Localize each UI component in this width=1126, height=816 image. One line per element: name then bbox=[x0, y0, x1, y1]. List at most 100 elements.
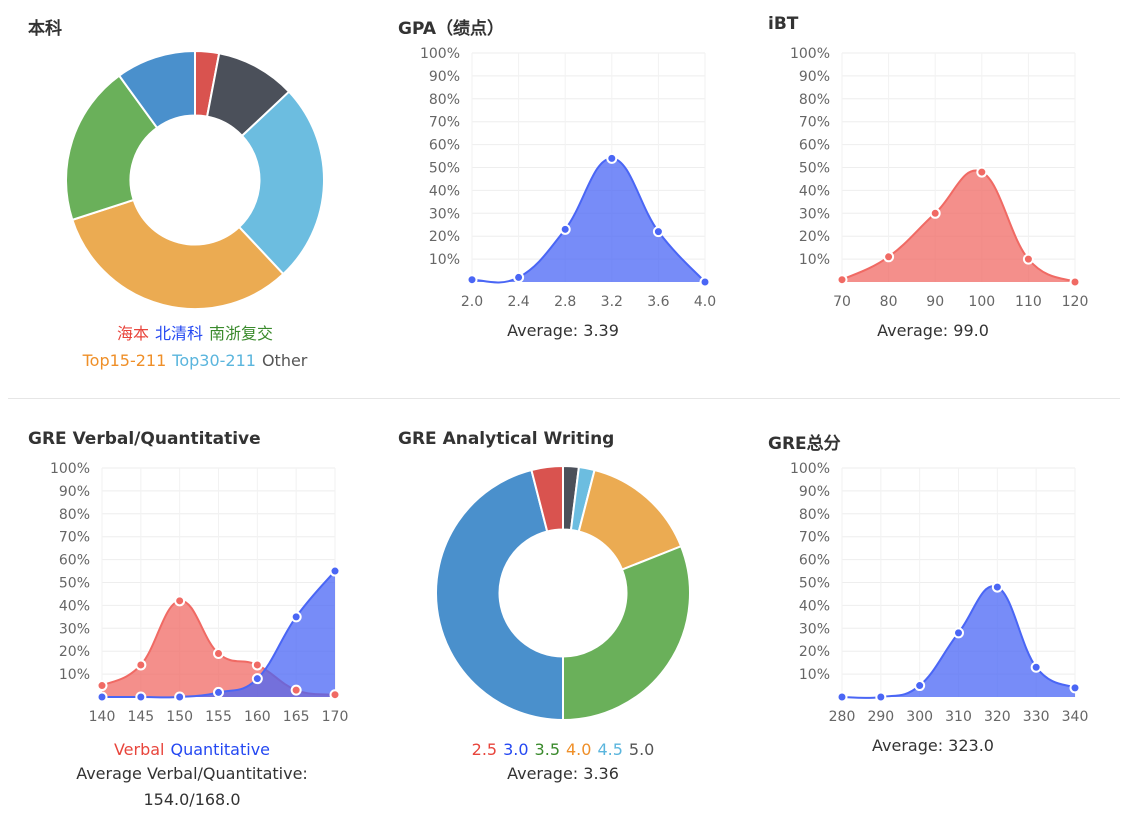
vq-average-label: Average Verbal/Quantitative: bbox=[76, 764, 308, 783]
undergrad-title: 本科 bbox=[28, 19, 62, 39]
aw-title: GRE Analytical Writing bbox=[398, 429, 615, 449]
data-point bbox=[836, 691, 848, 703]
data-point bbox=[96, 691, 108, 703]
data-point bbox=[329, 689, 341, 701]
legend-item: 4.5 bbox=[597, 740, 623, 759]
y-tick-label: 70% bbox=[59, 530, 90, 546]
legend-item: Verbal bbox=[113, 740, 165, 759]
y-tick-label: 30% bbox=[59, 621, 90, 637]
y-tick-label: 10% bbox=[799, 667, 830, 683]
data-point bbox=[836, 274, 848, 286]
data-point bbox=[251, 659, 263, 671]
x-tick-label: 290 bbox=[867, 709, 894, 725]
x-tick-label: 70 bbox=[833, 294, 851, 310]
ibt-average: Average: 99.0 bbox=[877, 321, 989, 340]
data-point bbox=[96, 680, 108, 692]
data-point bbox=[290, 684, 302, 696]
y-tick-label: 60% bbox=[429, 138, 460, 154]
data-point bbox=[652, 226, 664, 238]
series-area bbox=[102, 600, 335, 697]
legend-item: Top30-211 bbox=[172, 351, 256, 370]
data-point bbox=[329, 565, 341, 577]
x-tick-label: 2.8 bbox=[554, 294, 576, 310]
y-tick-label: 20% bbox=[429, 229, 460, 245]
y-tick-label: 80% bbox=[799, 507, 830, 523]
x-tick-label: 100 bbox=[968, 294, 995, 310]
x-tick-label: 165 bbox=[283, 709, 310, 725]
x-tick-label: 2.4 bbox=[507, 294, 529, 310]
data-point bbox=[559, 223, 571, 235]
x-tick-label: 145 bbox=[127, 709, 154, 725]
y-tick-label: 70% bbox=[429, 115, 460, 131]
x-tick-label: 160 bbox=[244, 709, 271, 725]
y-tick-label: 50% bbox=[429, 161, 460, 177]
x-tick-label: 3.2 bbox=[601, 294, 623, 310]
ibt-title: iBT bbox=[768, 14, 799, 34]
x-tick-label: 170 bbox=[322, 709, 349, 725]
data-point bbox=[1069, 276, 1081, 288]
y-tick-label: 60% bbox=[799, 138, 830, 154]
x-tick-label: 120 bbox=[1062, 294, 1089, 310]
y-tick-label: 60% bbox=[59, 553, 90, 569]
x-tick-label: 90 bbox=[926, 294, 944, 310]
y-tick-label: 90% bbox=[799, 484, 830, 500]
undergrad-legend: 海本 北清科 南浙复交 Top15-211 Top30-211 Other bbox=[20, 320, 370, 374]
gpa-average: Average: 3.39 bbox=[507, 321, 619, 340]
y-tick-label: 70% bbox=[799, 115, 830, 131]
y-tick-label: 100% bbox=[790, 46, 830, 62]
legend-item: 2.5 bbox=[471, 740, 498, 759]
x-tick-label: 280 bbox=[829, 709, 856, 725]
legend-item: 5.0 bbox=[628, 740, 655, 759]
y-tick-label: 20% bbox=[799, 229, 830, 245]
data-point bbox=[174, 691, 186, 703]
data-point bbox=[929, 207, 941, 219]
data-point bbox=[991, 581, 1003, 593]
legend-item: Top15-211 bbox=[82, 351, 167, 370]
series-area bbox=[842, 586, 1075, 699]
vq-legend: Verbal Quantitative bbox=[42, 736, 342, 763]
data-point bbox=[513, 271, 525, 283]
y-tick-label: 50% bbox=[799, 576, 830, 592]
y-tick-label: 50% bbox=[59, 576, 90, 592]
y-tick-label: 100% bbox=[790, 461, 830, 477]
legend-item: Other bbox=[261, 351, 308, 370]
data-point bbox=[135, 659, 147, 671]
y-tick-label: 40% bbox=[59, 598, 90, 614]
y-tick-label: 70% bbox=[799, 530, 830, 546]
row-divider bbox=[8, 398, 1120, 399]
donut-slice bbox=[237, 90, 325, 276]
y-tick-label: 40% bbox=[429, 183, 460, 199]
legend-item: 4.0 bbox=[566, 740, 592, 759]
y-tick-label: 60% bbox=[799, 553, 830, 569]
x-tick-label: 340 bbox=[1062, 709, 1089, 725]
aw-legend: 2.5 3.0 3.5 4.0 4.5 5.0 bbox=[413, 736, 713, 763]
vq-average-value: 154.0/168.0 bbox=[143, 790, 241, 809]
x-tick-label: 140 bbox=[89, 709, 116, 725]
y-tick-label: 100% bbox=[50, 461, 90, 477]
y-tick-label: 40% bbox=[799, 598, 830, 614]
legend-item: 北清科 bbox=[154, 324, 203, 343]
x-tick-label: 110 bbox=[1015, 294, 1042, 310]
donut-slice bbox=[530, 464, 564, 533]
total-area-chart: 10% 20% 30% 40% 50% 60% 70% 80% 90% 100% 280 290 300… bbox=[790, 461, 1089, 725]
donut-slice bbox=[117, 49, 196, 130]
data-point bbox=[606, 152, 618, 164]
legend-item: Quantitative bbox=[170, 740, 271, 759]
y-tick-label: 20% bbox=[59, 644, 90, 660]
x-tick-label: 80 bbox=[880, 294, 898, 310]
y-tick-label: 40% bbox=[799, 183, 830, 199]
y-tick-label: 90% bbox=[429, 69, 460, 85]
y-tick-label: 10% bbox=[59, 667, 90, 683]
x-tick-label: 155 bbox=[205, 709, 232, 725]
x-tick-label: 310 bbox=[945, 709, 972, 725]
legend-item: 3.5 bbox=[534, 740, 560, 759]
x-tick-label: 300 bbox=[906, 709, 933, 725]
y-tick-label: 100% bbox=[420, 46, 460, 62]
ibt-area-chart: 10% 20% 30% 40% 50% 60% 70% 80% 90% 100% 70 80 90 100… bbox=[790, 46, 1089, 310]
data-point bbox=[290, 611, 302, 623]
x-tick-label: 320 bbox=[984, 709, 1011, 725]
x-tick-label: 2.0 bbox=[461, 294, 483, 310]
undergrad-donut-chart bbox=[65, 49, 325, 310]
data-point bbox=[174, 595, 186, 607]
y-tick-label: 90% bbox=[799, 69, 830, 85]
